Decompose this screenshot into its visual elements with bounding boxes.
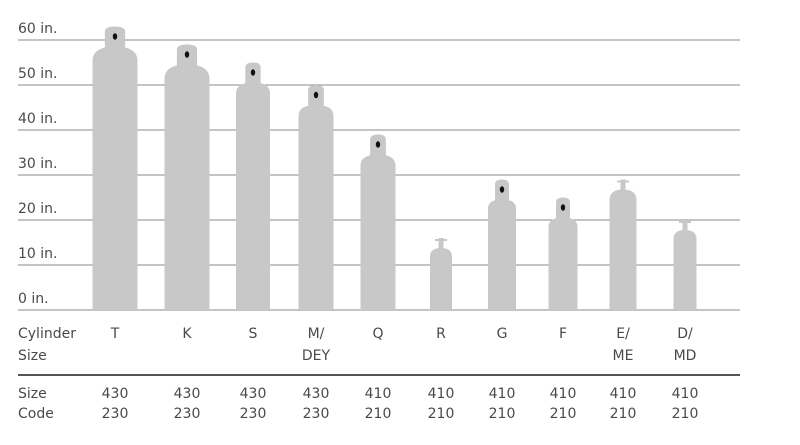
x-tick-label: F bbox=[559, 326, 567, 342]
size-code: 230 bbox=[102, 406, 129, 422]
x-tick-label: S bbox=[249, 326, 258, 342]
size-code: 430 bbox=[174, 386, 201, 402]
x-tick-label: ME bbox=[613, 348, 634, 364]
size-code: 230 bbox=[240, 406, 267, 422]
y-tick-label: 50 in. bbox=[18, 66, 57, 82]
x-tick-label: G bbox=[497, 326, 508, 342]
y-tick-label: 20 in. bbox=[18, 201, 57, 217]
cylinder bbox=[609, 179, 637, 310]
x-tick-label: R bbox=[436, 326, 446, 342]
cylinder bbox=[236, 62, 270, 310]
y-tick-label: 10 in. bbox=[18, 246, 57, 262]
valve-hole bbox=[560, 204, 566, 211]
valve-hole bbox=[313, 91, 319, 99]
x-tick-label: D/ bbox=[677, 326, 693, 342]
y-tick-label: 0 in. bbox=[18, 291, 49, 307]
x-tick-label: M/ bbox=[308, 326, 325, 342]
size-code: 230 bbox=[174, 406, 201, 422]
cylinder bbox=[92, 26, 138, 310]
size-code: 210 bbox=[428, 406, 455, 422]
size-code: 410 bbox=[428, 386, 455, 402]
cylinder bbox=[298, 85, 334, 310]
valve-hole bbox=[112, 33, 118, 40]
valve-hole bbox=[184, 51, 190, 58]
row-label: Size bbox=[18, 386, 47, 402]
cylinder bbox=[360, 134, 396, 310]
cylinder bbox=[164, 44, 210, 310]
x-tick-label: DEY bbox=[302, 348, 331, 364]
cylinder bbox=[673, 220, 697, 310]
y-tick-label: 30 in. bbox=[18, 156, 57, 172]
x-tick-label: E/ bbox=[616, 326, 630, 342]
size-code: 430 bbox=[240, 386, 267, 402]
cylinder bbox=[488, 179, 516, 310]
row-label: Size bbox=[18, 348, 47, 364]
valve-hole bbox=[375, 141, 381, 148]
size-code: 430 bbox=[303, 386, 330, 402]
size-code: 210 bbox=[550, 406, 577, 422]
valve-hole bbox=[499, 186, 505, 193]
x-tick-label: MD bbox=[674, 348, 697, 364]
cylinder bbox=[548, 197, 578, 310]
cylinder bbox=[430, 238, 452, 310]
size-code: 410 bbox=[489, 386, 516, 402]
x-tick-label: K bbox=[182, 326, 192, 342]
y-tick-label: 40 in. bbox=[18, 111, 57, 127]
x-tick-label: T bbox=[110, 326, 120, 342]
size-code: 410 bbox=[550, 386, 577, 402]
size-code: 410 bbox=[672, 386, 699, 402]
size-code: 210 bbox=[610, 406, 637, 422]
size-code: 210 bbox=[672, 406, 699, 422]
size-code: 430 bbox=[102, 386, 129, 402]
size-code: 210 bbox=[489, 406, 516, 422]
size-code: 230 bbox=[303, 406, 330, 422]
row-label: Code bbox=[18, 406, 54, 422]
y-tick-label: 60 in. bbox=[18, 21, 57, 37]
x-tick-label: Q bbox=[372, 326, 383, 342]
size-code: 410 bbox=[365, 386, 392, 402]
valve-hole bbox=[250, 69, 256, 76]
row-label: Cylinder bbox=[18, 326, 76, 342]
size-code: 410 bbox=[610, 386, 637, 402]
size-code: 210 bbox=[365, 406, 392, 422]
